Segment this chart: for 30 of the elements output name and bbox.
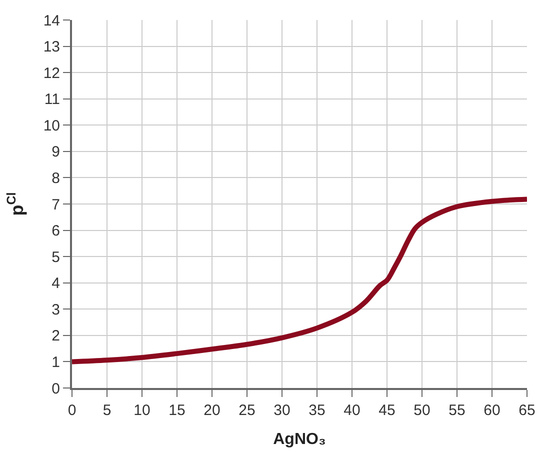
- x-axis-title: AgNO₃: [273, 431, 326, 448]
- y-tick-label: 8: [52, 170, 60, 187]
- y-tick-label: 5: [52, 248, 60, 266]
- x-tick-label: 20: [204, 402, 220, 419]
- x-tick-label: 5: [102, 402, 112, 419]
- y-tick-label: 6: [52, 222, 60, 240]
- y-tick-label: 1: [52, 354, 60, 371]
- y-tick-label: 9: [52, 144, 60, 161]
- y-tick-label: 4: [52, 275, 60, 292]
- y-tick-label: 12: [43, 64, 60, 82]
- y-tick-label: 7: [52, 196, 60, 214]
- x-tick-label: 25: [238, 402, 256, 419]
- x-tick-label: 50: [414, 402, 430, 419]
- x-tick-label: 45: [378, 402, 396, 419]
- y-tick-label: 0: [52, 380, 60, 398]
- x-tick-label: 30: [274, 402, 290, 419]
- x-tick-label: 35: [308, 402, 326, 419]
- y-tick-label: 14: [43, 12, 60, 30]
- x-tick-label: 65: [518, 402, 536, 419]
- x-tick-label: 10: [134, 402, 150, 419]
- y-tick-label: 13: [43, 38, 60, 56]
- x-tick-label: 15: [168, 402, 186, 419]
- x-tick-label: 40: [344, 402, 360, 419]
- y-tick-label: 11: [44, 91, 60, 108]
- y-tick-label: 2: [52, 328, 60, 345]
- x-tick-label: 60: [484, 402, 500, 419]
- x-tick-label: 0: [68, 402, 76, 419]
- y-tick-label: 10: [43, 117, 60, 134]
- x-tick-label: 55: [448, 402, 466, 419]
- y-tick-label: 3: [52, 301, 60, 318]
